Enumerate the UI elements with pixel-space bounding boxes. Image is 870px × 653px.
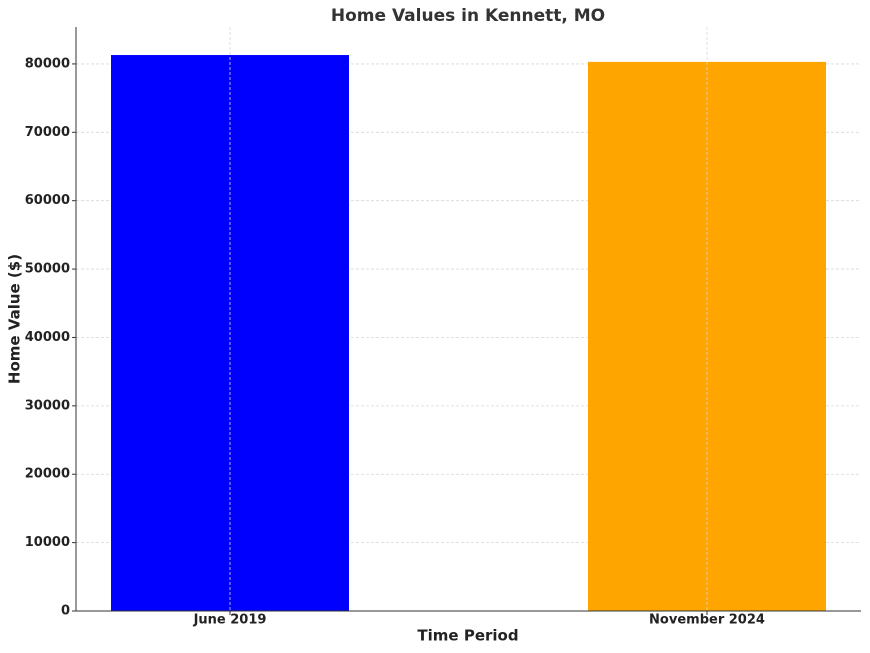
y-tick-label: 80000 — [25, 56, 70, 71]
y-tick-label: 0 — [61, 604, 70, 619]
y-tick-label: 40000 — [25, 330, 70, 345]
y-tick-label: 50000 — [25, 262, 70, 277]
x-tick-label: June 2019 — [193, 613, 267, 628]
y-tick-label: 70000 — [25, 125, 70, 140]
y-axis-label: Home Value ($) — [6, 254, 24, 384]
y-tick-label: 20000 — [25, 467, 70, 482]
y-tick-label: 30000 — [25, 398, 70, 413]
x-tick-label: November 2024 — [649, 613, 765, 628]
chart-title: Home Values in Kennett, MO — [331, 6, 605, 26]
y-tick-label: 10000 — [25, 535, 70, 550]
y-tick-label: 60000 — [25, 193, 70, 208]
x-axis-label: Time Period — [417, 627, 518, 645]
